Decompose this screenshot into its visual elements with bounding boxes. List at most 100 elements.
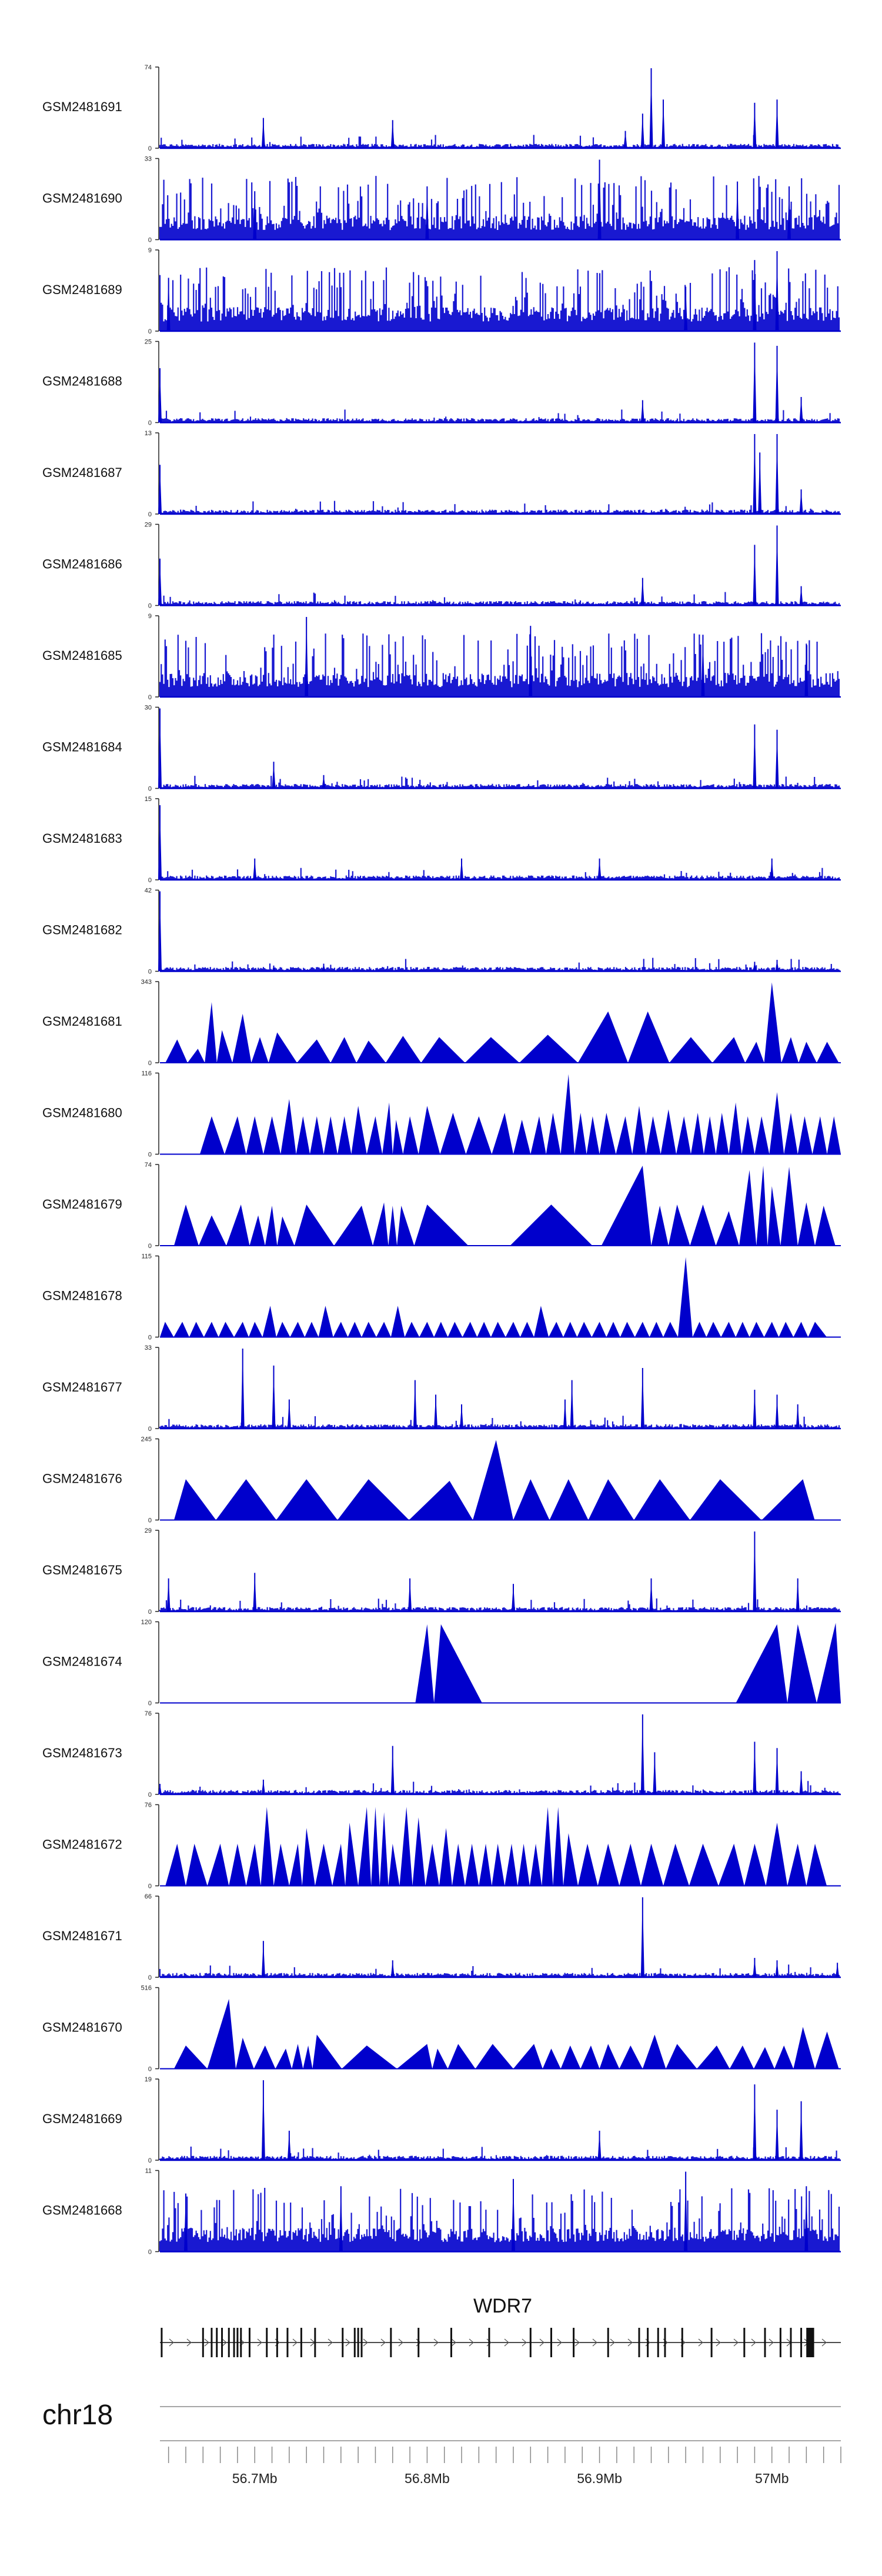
chromosome-axis: chr18 56.7Mb 56.8Mb 56.9Mb 57Mb xyxy=(42,2400,841,2486)
axis-label: 56.8Mb xyxy=(405,2471,450,2486)
strand-chevron xyxy=(557,2338,562,2347)
peak-triangle xyxy=(310,1116,324,1154)
peak-triangle xyxy=(315,1843,333,1886)
peak-triangle xyxy=(397,2044,433,2069)
gene-exon xyxy=(607,2328,609,2357)
peak-triangle xyxy=(549,1322,564,1337)
peak-triangle xyxy=(797,1202,816,1246)
track-GSM2481683: GSM2481683 15 0 xyxy=(42,796,841,884)
peak-triangle xyxy=(421,1037,465,1063)
coverage-tracks: GSM2481691740GSM2481690330GSM248168990GS… xyxy=(42,64,841,2256)
coverage-noise xyxy=(159,633,840,697)
track-GSM2481687: GSM2481687 13 0 xyxy=(42,430,841,518)
peak-triangle xyxy=(492,1113,513,1154)
peak-triangle xyxy=(332,1843,346,1886)
gene-exon xyxy=(360,2328,363,2357)
peak-triangle xyxy=(479,1843,492,1886)
peak-triangle xyxy=(739,1170,757,1246)
peak-triangle xyxy=(251,1037,269,1063)
peak-triangle xyxy=(520,1322,534,1337)
gene-exon xyxy=(221,2328,223,2357)
gene-exon xyxy=(812,2328,814,2357)
strand-chevron xyxy=(522,2338,527,2347)
y-min-label: 0 xyxy=(148,1426,152,1433)
peak-triangle xyxy=(276,1479,338,1520)
y-max-label: 76 xyxy=(145,1710,152,1717)
peak-triangle xyxy=(577,1843,598,1886)
peak-triangle xyxy=(337,1479,409,1520)
gene-annotation: WDR7 xyxy=(160,2295,841,2357)
track-label: GSM2481668 xyxy=(42,2203,122,2218)
peak-triangle xyxy=(632,1106,646,1154)
track-label: GSM2481669 xyxy=(42,2111,122,2126)
strand-chevron xyxy=(469,2338,474,2347)
peak-triangle xyxy=(563,1322,577,1337)
peak-triangle xyxy=(399,1807,413,1886)
peak-triangle xyxy=(462,1322,477,1337)
peak-triangle xyxy=(816,1042,839,1063)
peak-triangle xyxy=(542,1807,553,1886)
peak-triangle xyxy=(806,1843,827,1886)
peak-triangle xyxy=(414,1204,469,1246)
gene-exon xyxy=(681,2328,683,2357)
peak-triangle xyxy=(263,1116,281,1154)
track-GSM2481669: GSM2481669 19 0 xyxy=(42,2076,841,2164)
peak-triangle xyxy=(249,1215,265,1246)
strand-chevron xyxy=(222,2338,227,2347)
track-GSM2481674: GSM2481674 120 0 xyxy=(42,1619,841,1707)
peak-triangle xyxy=(640,1843,664,1886)
peak-triangle xyxy=(529,1843,542,1886)
peak-triangle xyxy=(764,1322,779,1337)
peak-triangle xyxy=(276,1322,290,1337)
peak-triangle xyxy=(649,1322,664,1337)
gene-exon xyxy=(314,2328,316,2357)
gene-exon xyxy=(550,2328,552,2357)
peak-triangle xyxy=(542,2048,561,2069)
peak-triangle xyxy=(767,1186,781,1246)
peak-triangle xyxy=(666,2044,697,2069)
track-GSM2481682: GSM2481682 42 0 xyxy=(42,887,841,976)
strand-chevron xyxy=(574,2338,580,2347)
y-max-label: 30 xyxy=(145,705,152,712)
y-max-label: 245 xyxy=(141,1436,152,1443)
peak-triangle xyxy=(465,1843,479,1886)
peak-triangle xyxy=(351,1106,367,1154)
peak-triangle xyxy=(580,2045,600,2069)
strand-chevron xyxy=(592,2338,597,2347)
y-min-label: 0 xyxy=(148,2066,152,2073)
track-GSM2481673: GSM2481673 76 0 xyxy=(42,1710,841,1798)
peak-triangle xyxy=(366,1116,383,1154)
peak-triangle xyxy=(294,1204,335,1246)
peak-triangle xyxy=(403,1116,419,1154)
peak-triangle xyxy=(744,1843,766,1886)
peak-triangle xyxy=(330,1037,357,1063)
peak-triangle xyxy=(712,1037,746,1063)
peak-triangle xyxy=(260,1807,274,1886)
peak-triangle xyxy=(388,1206,397,1246)
gene-exon xyxy=(211,2328,213,2357)
peak-triangle xyxy=(517,1843,530,1886)
y-min-label: 0 xyxy=(148,1060,152,1067)
gene-exon xyxy=(529,2328,532,2357)
peak-triangle xyxy=(660,1109,677,1154)
strand-chevron xyxy=(204,2338,209,2347)
track-label: GSM2481671 xyxy=(42,1928,122,1943)
strand-chevron xyxy=(328,2338,333,2347)
peak-triangle xyxy=(549,1479,589,1520)
peak-triangle xyxy=(434,1322,448,1337)
peak-triangle xyxy=(358,1807,372,1886)
y-max-label: 76 xyxy=(145,1802,152,1809)
peak-triangle xyxy=(362,1322,376,1337)
coverage-noise xyxy=(159,1416,840,1429)
y-max-label: 33 xyxy=(145,1344,152,1352)
strand-chevron xyxy=(733,2338,739,2347)
peak-triangle xyxy=(412,1817,426,1886)
peak-triangle xyxy=(812,1116,827,1154)
peak-triangle xyxy=(513,1479,550,1520)
y-max-label: 15 xyxy=(145,796,152,803)
peak-triangle xyxy=(477,1322,491,1337)
gene-exon xyxy=(357,2328,359,2357)
peak-triangle xyxy=(165,1039,188,1063)
peak-triangle xyxy=(563,1833,578,1886)
peak-triangle xyxy=(663,1843,690,1886)
